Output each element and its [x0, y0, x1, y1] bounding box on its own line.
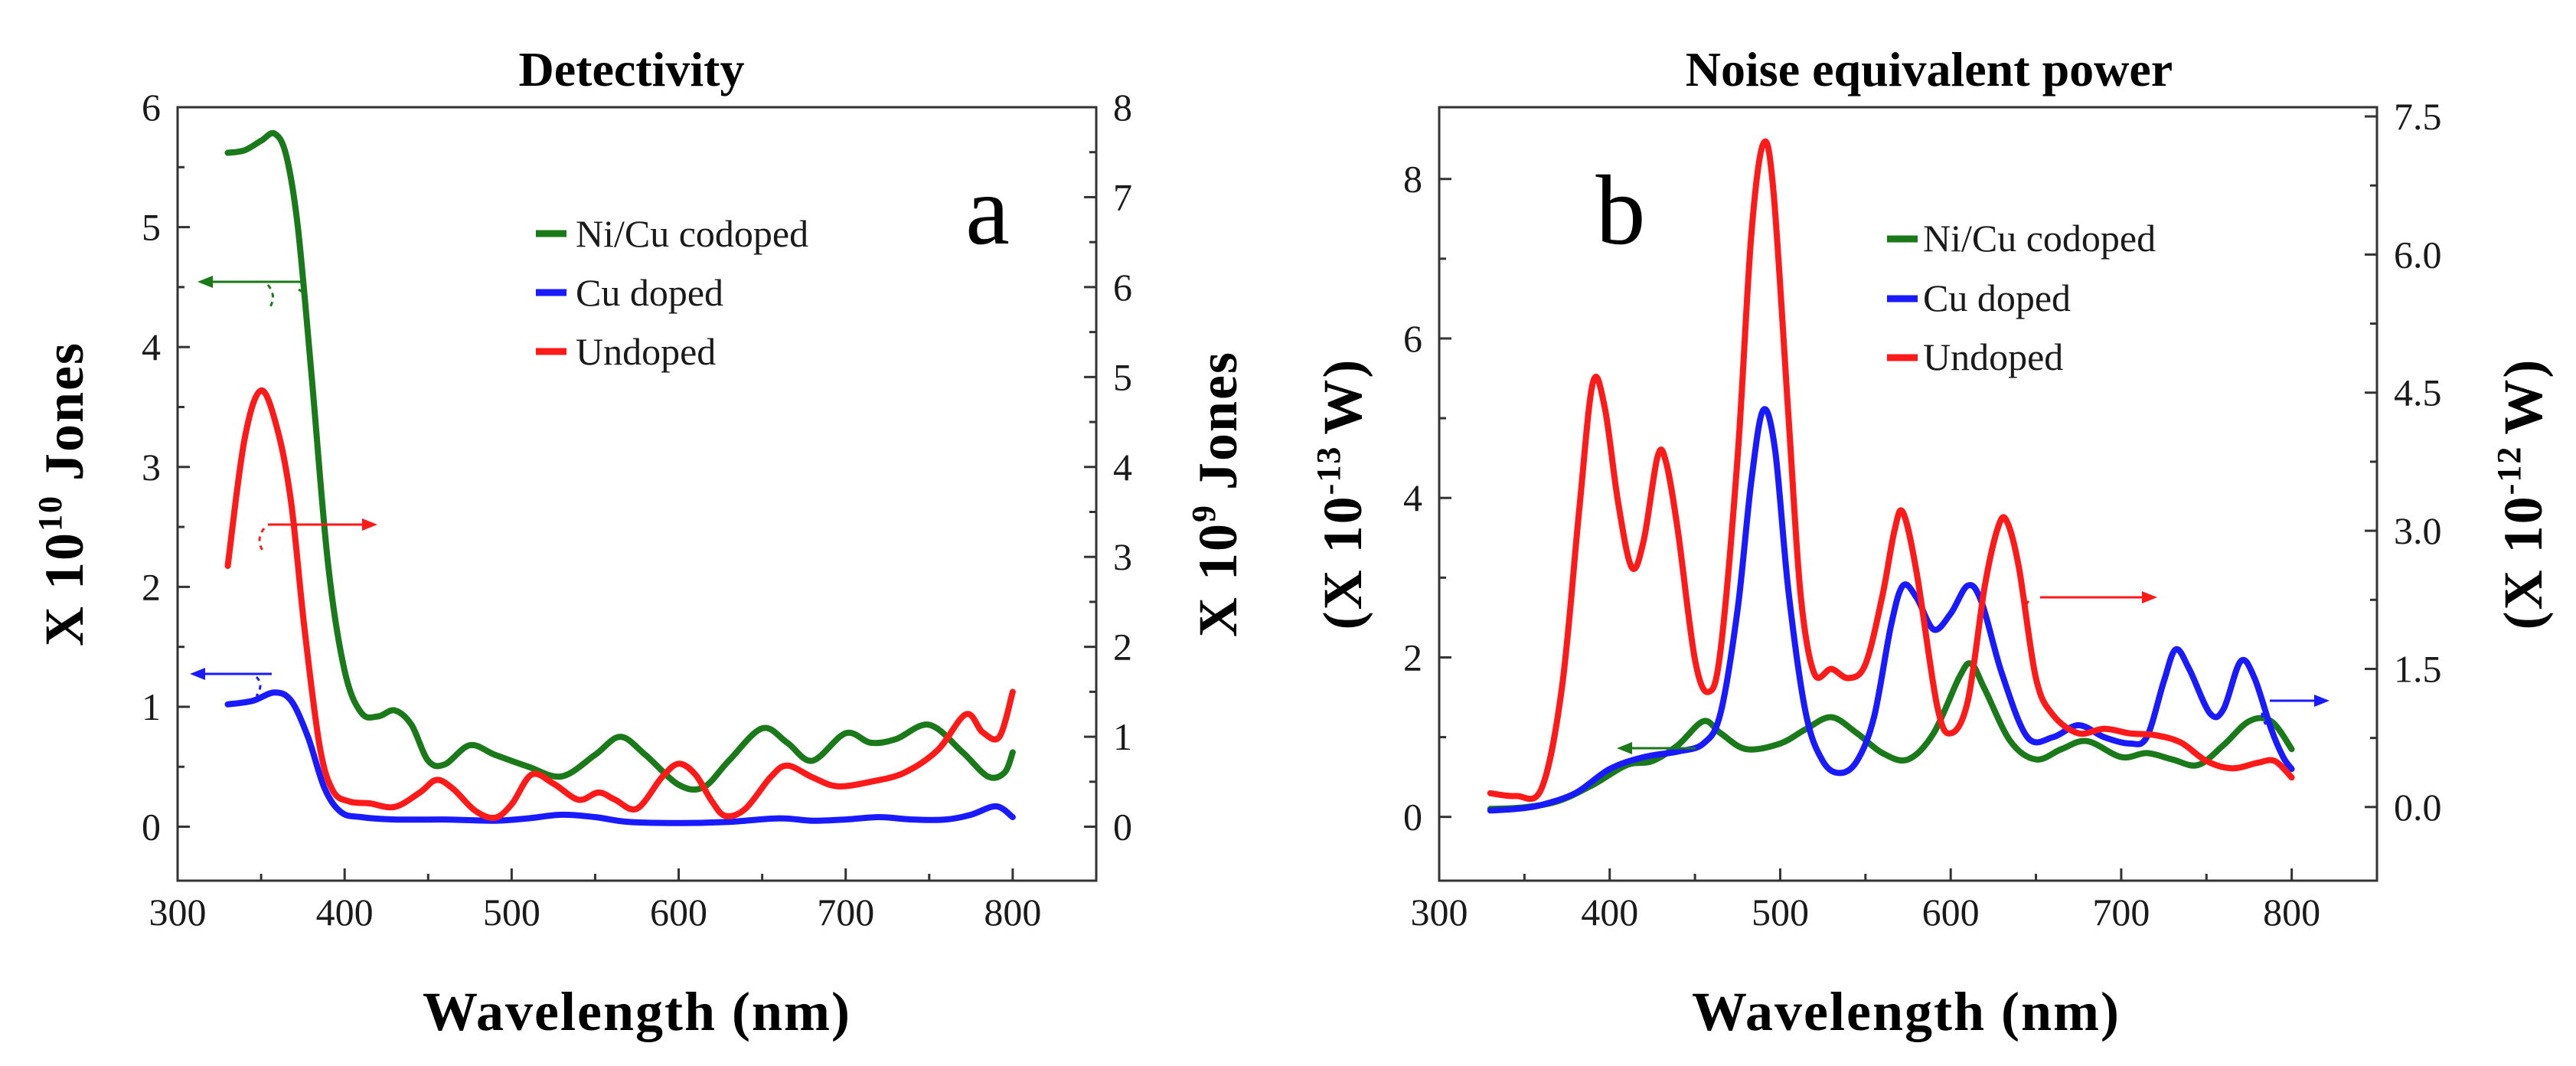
series-line-ni-cu-codoped — [1487, 660, 2295, 813]
axis-arrow-codoped — [1617, 742, 1696, 754]
panel-nep: Noise equivalent power 300 400 500 600 700 80… — [1310, 42, 2554, 1042]
y2-tick-label: 0.0 — [2394, 786, 2442, 829]
y-tick-label: 4 — [142, 325, 161, 368]
series-line-undoped — [1487, 138, 2295, 803]
x-tick-label: 400 — [1581, 891, 1638, 934]
x-tick-label: 600 — [650, 891, 707, 934]
y2-tick-label: 3 — [1113, 535, 1132, 578]
series-line-cu-doped — [1487, 406, 2295, 814]
y-tick-label: 4 — [1403, 476, 1422, 519]
y-tick-label: 1 — [142, 685, 161, 728]
x-tick-label: 800 — [2263, 891, 2320, 934]
x-axis-title: Wavelength (nm) — [1692, 981, 2121, 1042]
chart-title: Noise equivalent power — [1686, 42, 2173, 96]
svg-text:(X 10-13W): (X 10-13 W) — [1310, 358, 1373, 630]
x-tick-label: 300 — [149, 891, 207, 934]
y-axis-left: 0 2 4 6 8 — [1403, 158, 1451, 839]
x-tick-label: 800 — [984, 891, 1041, 934]
y2-tick-label: 3.0 — [2394, 509, 2442, 552]
y-axis-right: 0.0 1.5 3.0 4.5 6.0 7.5 — [2365, 95, 2442, 829]
y-axis-title-left-base: (X 10 — [1312, 495, 1373, 629]
legend-label-undoped: Undoped — [576, 330, 716, 373]
x-axis: 300 400 500 600 700 800 — [1411, 868, 2378, 934]
y-axis-title-left-base: X 10 — [34, 531, 95, 646]
legend-label-cu: Cu doped — [576, 271, 723, 314]
svg-text:X 1010Jones: X 1010 Jones — [31, 342, 95, 646]
y2-tick-label: 1.5 — [2394, 647, 2442, 690]
y-axis-title-left: X 1010 Jones — [31, 342, 95, 646]
y-axis-title-left-unit: Jones — [34, 342, 95, 481]
y-axis-title-right: (X 10-12 W) — [2490, 358, 2554, 630]
x-tick-label: 700 — [2092, 891, 2150, 934]
y2-tick-label: 6.0 — [2394, 233, 2442, 276]
series-line-undoped — [224, 387, 1016, 822]
legend: Ni/Cu codoped Cu doped Undoped — [1887, 217, 2156, 378]
legend-label-codoped: Ni/Cu codoped — [1923, 217, 2156, 260]
y2-tick-label: 2 — [1113, 626, 1132, 669]
y-tick-label: 6 — [142, 86, 161, 129]
y-tick-label: 5 — [142, 206, 161, 249]
y-tick-label: 0 — [1403, 796, 1422, 839]
y-axis-title-right-exp: 9 — [1185, 504, 1223, 522]
series-group — [224, 129, 1016, 826]
legend-label-codoped: Ni/Cu codoped — [576, 212, 808, 255]
x-tick-label: 700 — [817, 891, 874, 934]
y2-tick-label: 4.5 — [2394, 371, 2442, 414]
panel-label: b — [1596, 155, 1646, 266]
y-axis-title-right-exp: -12 — [2490, 446, 2528, 495]
panel-detectivity: Detectivity 300 400 500 600 700 800 0 1 2 3 4 5 6 0… — [31, 42, 1249, 1042]
y-axis-title-right-base: (X 10 — [2493, 495, 2554, 629]
y2-tick-label: 8 — [1113, 86, 1132, 129]
y-axis-title-right-unit: W) — [2493, 358, 2554, 435]
y-axis-title-right-base: X 10 — [1187, 522, 1249, 637]
y-axis-title-left-unit: W) — [1312, 358, 1373, 435]
axis-arrow-undoped — [2023, 591, 2157, 625]
svg-text:(X 10-12W): (X 10-12 W) — [2490, 358, 2554, 630]
y-tick-label: 6 — [1403, 317, 1422, 360]
plot-frame — [1438, 106, 2378, 882]
plot-frame — [176, 106, 1098, 882]
x-tick-label: 500 — [483, 891, 540, 934]
y-axis-title-right: X 109 Jones — [1185, 351, 1249, 637]
x-axis: 300 400 500 600 700 800 — [149, 868, 1098, 934]
y-tick-label: 2 — [1403, 636, 1422, 679]
series-line-ni-cu-codoped — [224, 129, 1016, 793]
y2-tick-label: 4 — [1113, 446, 1132, 489]
y-axis-title-left-exp: -13 — [1310, 446, 1347, 495]
x-axis-title: Wavelength (nm) — [423, 981, 851, 1042]
chart-title: Detectivity — [519, 42, 745, 96]
y2-tick-label: 5 — [1113, 355, 1132, 398]
legend-label-cu: Cu doped — [1923, 276, 2071, 319]
axis-arrow-cu — [190, 668, 272, 697]
y-tick-label: 8 — [1403, 158, 1422, 201]
y-tick-label: 2 — [142, 565, 161, 608]
y2-tick-label: 7 — [1113, 175, 1132, 218]
y-tick-label: 0 — [142, 806, 161, 849]
axis-arrow-undoped — [258, 518, 377, 554]
y-axis-left: 0 1 2 3 4 5 6 — [142, 86, 190, 849]
y-axis-right: 0 1 2 3 4 5 6 7 8 — [1084, 86, 1132, 849]
axis-arrow-codoped — [198, 276, 308, 309]
series-group — [1487, 138, 2295, 814]
y2-tick-label: 6 — [1113, 266, 1132, 309]
svg-text:X 109Jones: X 109 Jones — [1185, 351, 1249, 637]
y2-tick-label: 7.5 — [2394, 95, 2442, 138]
y-tick-label: 3 — [142, 446, 161, 489]
y-axis-title-left-exp: 10 — [31, 495, 69, 531]
y2-tick-label: 1 — [1113, 715, 1132, 758]
x-tick-label: 500 — [1752, 891, 1809, 934]
series-line-cu-doped — [224, 689, 1016, 826]
axis-arrow-cu — [2261, 695, 2330, 725]
legend: Ni/Cu codoped Cu doped Undoped — [536, 212, 808, 373]
legend-label-undoped: Undoped — [1923, 335, 2063, 378]
x-tick-label: 600 — [1922, 891, 1980, 934]
y-axis-title-left: (X 10-13 W) — [1310, 358, 1373, 630]
panel-label: a — [965, 155, 1010, 266]
y2-tick-label: 0 — [1113, 806, 1132, 849]
y-axis-title-right-unit: Jones — [1187, 351, 1249, 490]
x-tick-label: 400 — [316, 891, 374, 934]
x-tick-label: 300 — [1411, 891, 1468, 934]
